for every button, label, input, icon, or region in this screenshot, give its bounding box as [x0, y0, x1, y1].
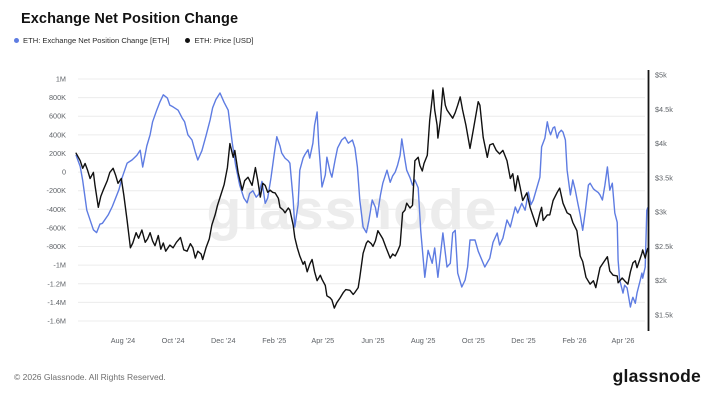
watermark-text: glassnode [207, 178, 498, 242]
legend-label-net-position: ETH: Exchange Net Position Change [ETH] [23, 36, 170, 45]
y-right-tick-label: $5k [655, 71, 667, 80]
x-tick-label: Apr '26 [612, 336, 635, 345]
y-left-tick-label: -600K [47, 223, 67, 232]
x-tick-label: Aug '25 [411, 336, 436, 345]
y-right-tick-label: $3.5k [655, 173, 673, 182]
page-title: Exchange Net Position Change [21, 11, 239, 27]
glassnode-logo: glassnode [612, 366, 701, 386]
y-left-tick-label: 1M [56, 75, 66, 84]
y-left-tick-label: -200K [47, 186, 67, 195]
x-tick-label: Feb '26 [562, 336, 586, 345]
y-right-tick-label: $2.5k [655, 242, 673, 251]
y-right-tick-label: $3k [655, 208, 667, 217]
y-right-tick-label: $4.5k [655, 105, 673, 114]
legend-label-price: ETH: Price [USD] [194, 36, 254, 45]
net-position-line [75, 92, 649, 308]
x-tick-label: Aug '24 [111, 336, 136, 345]
net-position-legend-dot-icon [14, 38, 19, 43]
x-tick-label: Dec '25 [511, 336, 536, 345]
y-left-tick-label: -800K [47, 242, 67, 251]
y-right-tick-label: $2k [655, 276, 667, 285]
x-tick-label: Dec '24 [211, 336, 236, 345]
y-left-tick-label: 600K [49, 112, 66, 121]
x-tick-label: Oct '24 [162, 336, 185, 345]
y-left-tick-label: 200K [49, 149, 66, 158]
y-left-tick-label: 400K [49, 130, 66, 139]
legend-item-price[interactable]: ETH: Price [USD] [185, 36, 254, 45]
x-tick-label: Jun '25 [361, 336, 384, 345]
legend-item-net-position[interactable]: ETH: Exchange Net Position Change [ETH] [14, 36, 169, 45]
y-right-tick-label: $1.5k [655, 310, 673, 319]
y-left-tick-label: 0 [62, 168, 66, 177]
copyright-text: © 2026 Glassnode. All Rights Reserved. [14, 372, 166, 382]
y-left-tick-label: -1.6M [47, 317, 66, 326]
chart-legend: ETH: Exchange Net Position Change [ETH] … [14, 36, 254, 45]
x-tick-label: Oct '25 [462, 336, 485, 345]
y-right-tick-label: $4k [655, 139, 667, 148]
price-line [75, 87, 649, 309]
y-left-tick-label: -400K [47, 205, 67, 214]
y-left-tick-label: 800K [49, 93, 66, 102]
x-tick-label: Feb '25 [262, 336, 286, 345]
y-left-tick-label: -1.4M [47, 298, 66, 307]
x-tick-label: Apr '25 [311, 336, 334, 345]
y-left-tick-label: -1M [53, 261, 66, 270]
y-left-tick-label: -1.2M [47, 279, 66, 288]
price-legend-dot-icon [185, 38, 191, 43]
